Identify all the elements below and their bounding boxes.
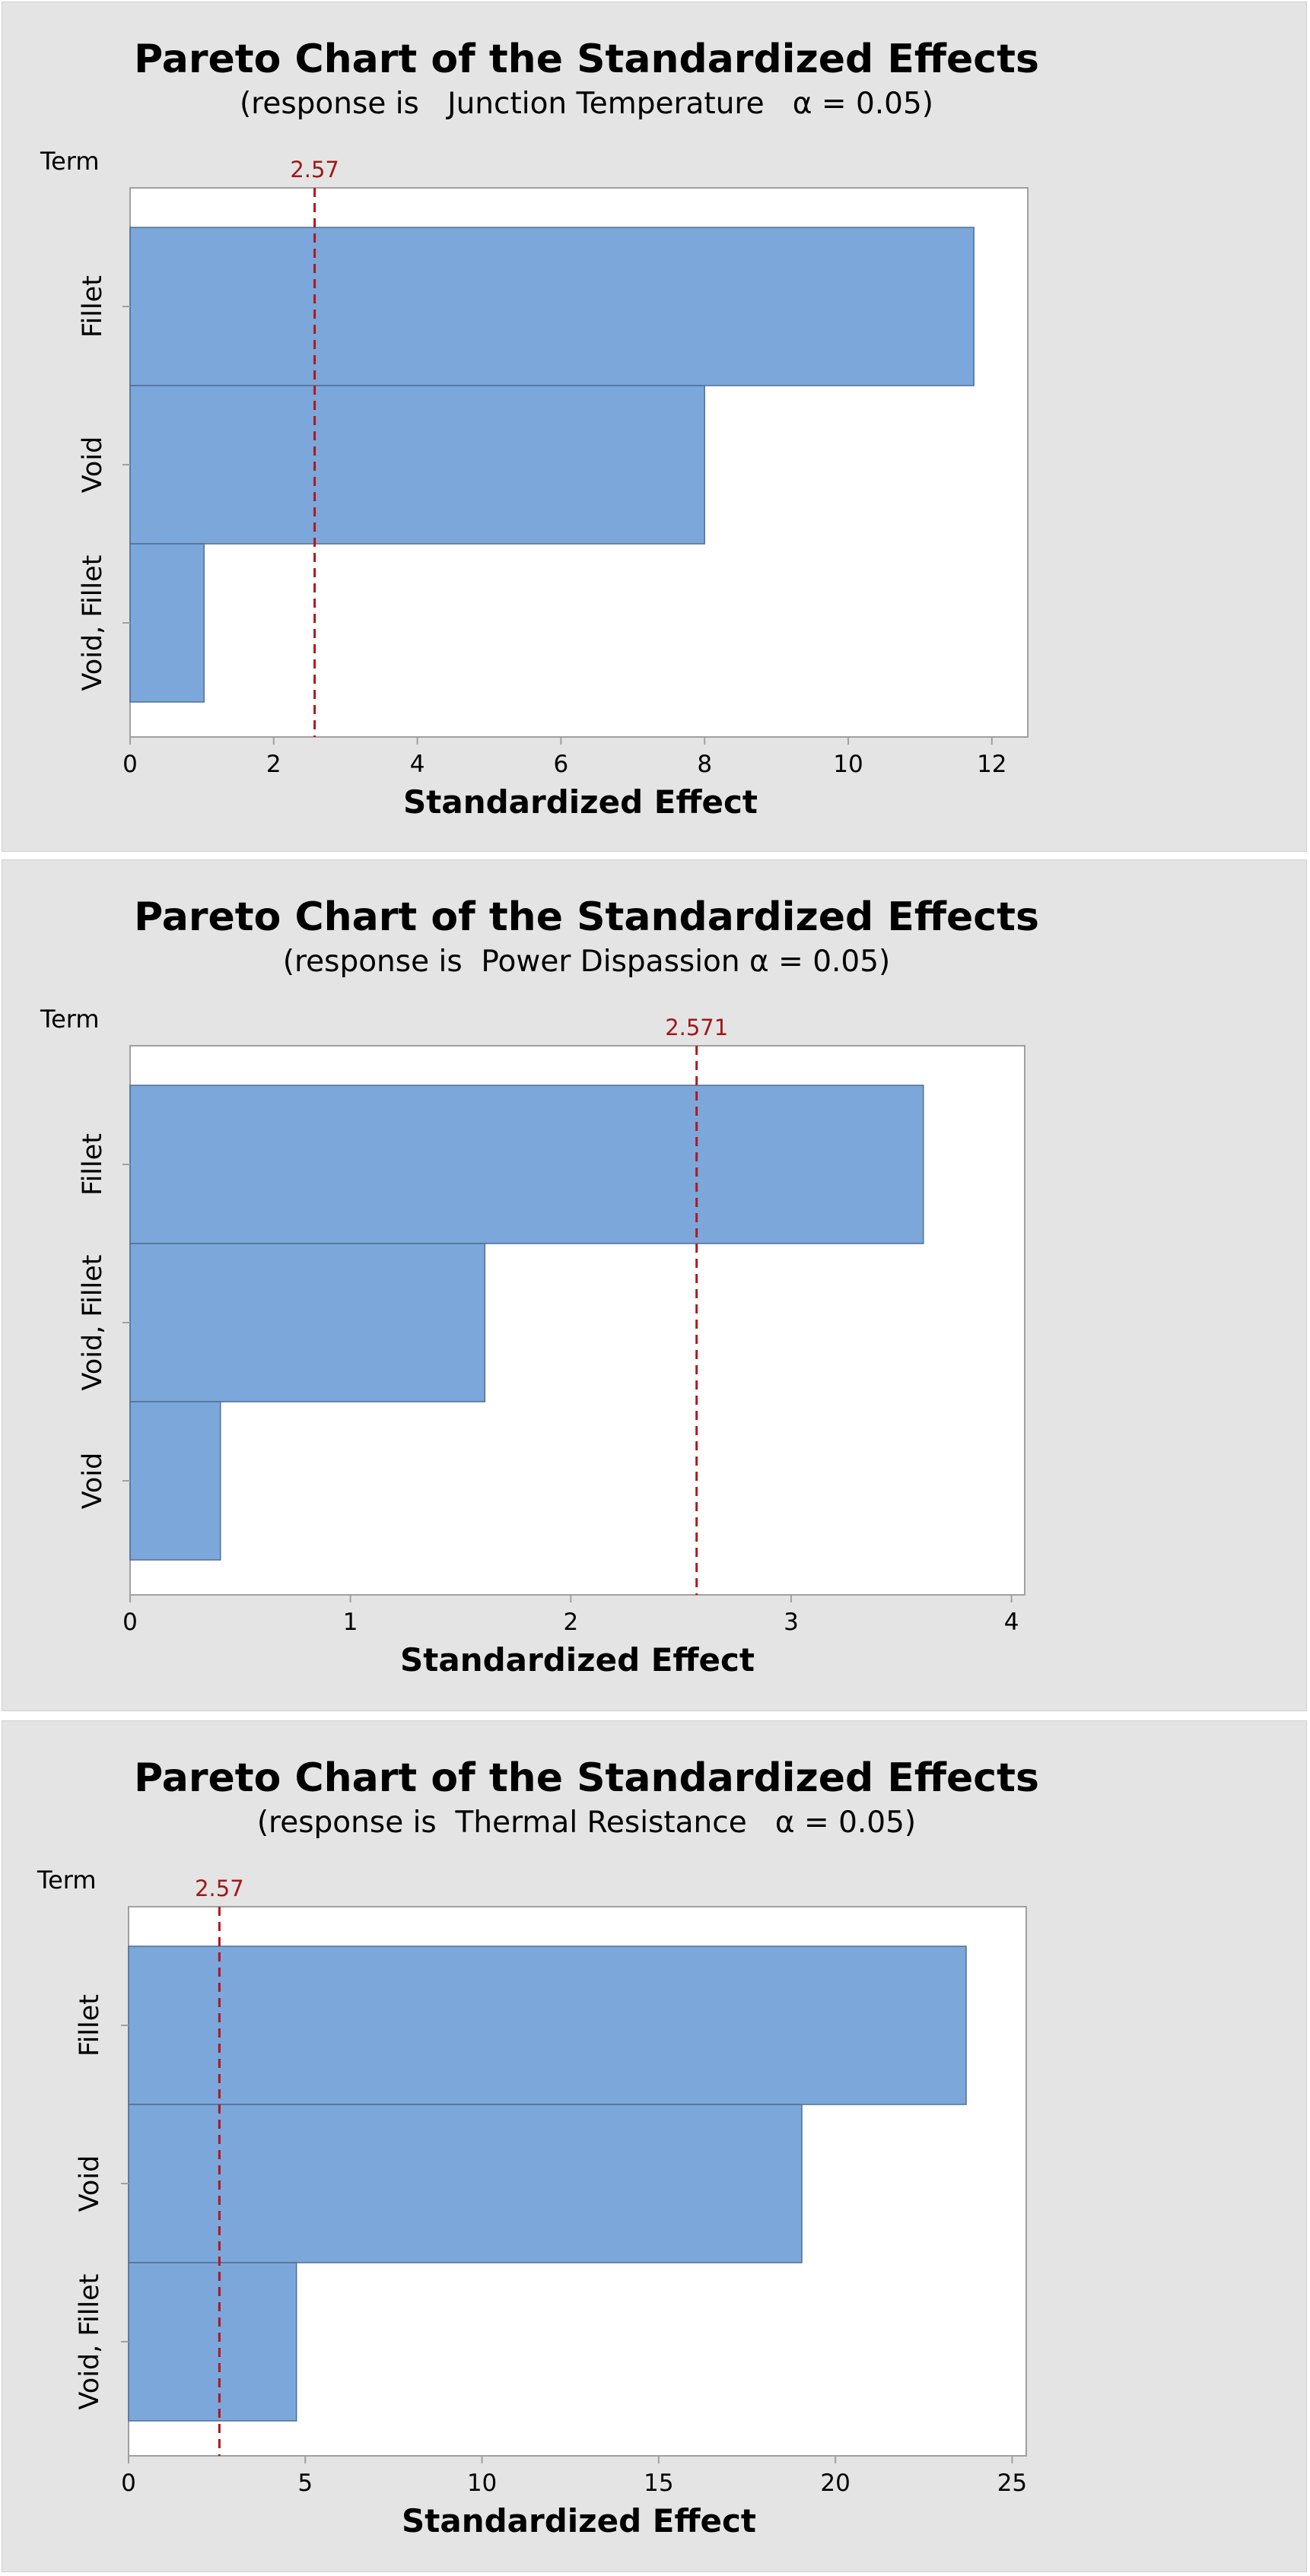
x-tick-label: 10 bbox=[833, 751, 863, 778]
x-tick-label: 12 bbox=[977, 751, 1006, 778]
bar-void-fillet bbox=[129, 543, 205, 703]
bar-fillet bbox=[129, 1085, 924, 1244]
x-tick-label: 8 bbox=[697, 751, 712, 778]
x-tick-label: 4 bbox=[410, 751, 425, 778]
bar-fillet bbox=[129, 227, 975, 386]
reference-line-label: 2.57 bbox=[195, 1876, 244, 1901]
x-tick-label: 2 bbox=[266, 751, 281, 778]
bars-group bbox=[128, 1945, 967, 2422]
x-tick-label: 0 bbox=[121, 2470, 136, 2497]
x-tick-label: 0 bbox=[122, 751, 138, 778]
x-axis-title: Standardized Effect bbox=[403, 783, 758, 821]
bars-group bbox=[129, 227, 975, 703]
bar-void bbox=[129, 385, 705, 545]
chart-title: Pareto Chart of the Standardized Effects bbox=[134, 894, 1039, 940]
bar-void-fillet bbox=[129, 1243, 486, 1402]
category-label: Void bbox=[78, 1453, 108, 1510]
x-axis-title: Standardized Effect bbox=[400, 1641, 755, 1679]
pareto-chart-2: Pareto Chart of the Standardized Effects… bbox=[40, 894, 1039, 1679]
chart-panel-1: Pareto Chart of the Standardized Effects… bbox=[2, 2, 1307, 852]
chart-subtitle: (response is Thermal Resistance α = 0.05… bbox=[257, 1806, 916, 1840]
chart-panel-2: Pareto Chart of the Standardized Effects… bbox=[2, 859, 1307, 1711]
category-label: Void, Fillet bbox=[75, 2274, 105, 2410]
x-axis-ticks-group: 0 2 4 6 8 10 12 bbox=[122, 737, 1007, 778]
x-tick-label: 5 bbox=[297, 2470, 313, 2497]
bar-void-fillet bbox=[128, 2262, 297, 2422]
category-label: Void bbox=[75, 2155, 105, 2212]
reference-line-label: 2.571 bbox=[665, 1015, 728, 1040]
term-axis-label: Term bbox=[40, 147, 100, 176]
category-label: Void, Fillet bbox=[78, 555, 108, 691]
x-tick-label: 25 bbox=[997, 2470, 1027, 2497]
chart-title: Pareto Chart of the Standardized Effects bbox=[134, 37, 1039, 82]
reference-line-group: 2.57 bbox=[290, 157, 339, 737]
bar-void bbox=[129, 1401, 221, 1561]
pareto-chart-3: Pareto Chart of the Standardized Effects… bbox=[37, 1755, 1039, 2539]
x-axis-title: Standardized Effect bbox=[402, 2502, 756, 2539]
x-axis-ticks-group: 0 5 10 15 20 25 bbox=[121, 2456, 1027, 2497]
chart-panel-3: Pareto Chart of the Standardized Effects… bbox=[2, 1720, 1307, 2572]
x-axis-ticks-group: 0 1 2 3 4 bbox=[122, 1595, 1019, 1636]
x-tick-label: 0 bbox=[122, 1609, 138, 1636]
x-tick-label: 6 bbox=[554, 751, 569, 778]
x-tick-label: 2 bbox=[563, 1609, 578, 1636]
chart-subtitle: (response is Power Dispassion α = 0.05) bbox=[283, 945, 891, 979]
x-tick-label: 20 bbox=[820, 2470, 850, 2497]
x-tick-label: 3 bbox=[784, 1609, 799, 1636]
term-axis-label: Term bbox=[37, 1866, 97, 1895]
bar-fillet bbox=[128, 1945, 967, 2105]
reference-line-label: 2.57 bbox=[290, 157, 339, 183]
category-label: Fillet bbox=[75, 1994, 105, 2057]
category-labels-group: Fillet Void, Fillet Void bbox=[78, 1133, 130, 1509]
category-label: Fillet bbox=[78, 1133, 108, 1196]
x-tick-label: 4 bbox=[1004, 1609, 1019, 1636]
category-labels-group: Fillet Void Void, Fillet bbox=[75, 1994, 129, 2409]
category-labels-group: Fillet Void Void, Fillet bbox=[78, 275, 130, 691]
term-axis-label: Term bbox=[40, 1005, 100, 1034]
bar-void bbox=[128, 2104, 803, 2263]
category-label: Void, Fillet bbox=[78, 1255, 108, 1391]
chart-title: Pareto Chart of the Standardized Effects bbox=[134, 1755, 1039, 1801]
x-tick-label: 1 bbox=[343, 1609, 358, 1636]
x-tick-label: 15 bbox=[644, 2470, 673, 2497]
reference-line-group: 2.571 bbox=[665, 1015, 728, 1595]
reference-line-group: 2.57 bbox=[195, 1876, 244, 2456]
category-label: Fillet bbox=[78, 275, 108, 338]
x-tick-label: 10 bbox=[467, 2470, 497, 2497]
chart-subtitle: (response is Junction Temperature α = 0.… bbox=[240, 87, 933, 121]
category-label: Void bbox=[78, 437, 108, 494]
pareto-chart-1: Pareto Chart of the Standardized Effects… bbox=[40, 37, 1039, 821]
